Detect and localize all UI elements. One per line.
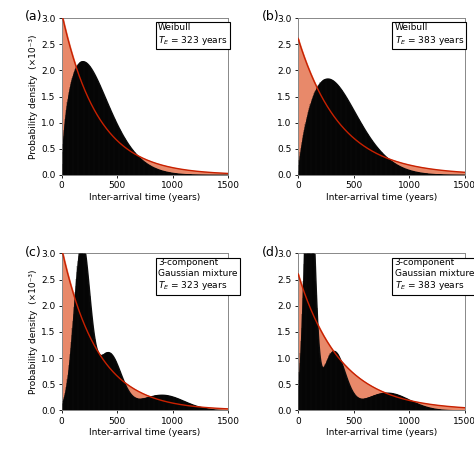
Text: Weibull
$T_E$ = 323 years: Weibull $T_E$ = 323 years — [158, 23, 228, 46]
Text: Weibull
$T_E$ = 383 years: Weibull $T_E$ = 383 years — [394, 23, 464, 46]
Text: (d): (d) — [261, 246, 279, 258]
Text: (c): (c) — [25, 246, 42, 258]
Text: 3-component
Gaussian mixture
$T_E$ = 383 years: 3-component Gaussian mixture $T_E$ = 383… — [394, 258, 474, 292]
Text: (a): (a) — [25, 10, 43, 23]
Y-axis label: Probability density  (×10⁻³): Probability density (×10⁻³) — [29, 270, 38, 394]
X-axis label: Inter-arrival time (years): Inter-arrival time (years) — [89, 193, 201, 202]
Text: 3-component
Gaussian mixture
$T_E$ = 323 years: 3-component Gaussian mixture $T_E$ = 323… — [158, 258, 237, 292]
Y-axis label: Probability density  (×10⁻³): Probability density (×10⁻³) — [29, 34, 38, 159]
X-axis label: Inter-arrival time (years): Inter-arrival time (years) — [89, 428, 201, 437]
Text: (b): (b) — [261, 10, 279, 23]
X-axis label: Inter-arrival time (years): Inter-arrival time (years) — [326, 428, 437, 437]
X-axis label: Inter-arrival time (years): Inter-arrival time (years) — [326, 193, 437, 202]
